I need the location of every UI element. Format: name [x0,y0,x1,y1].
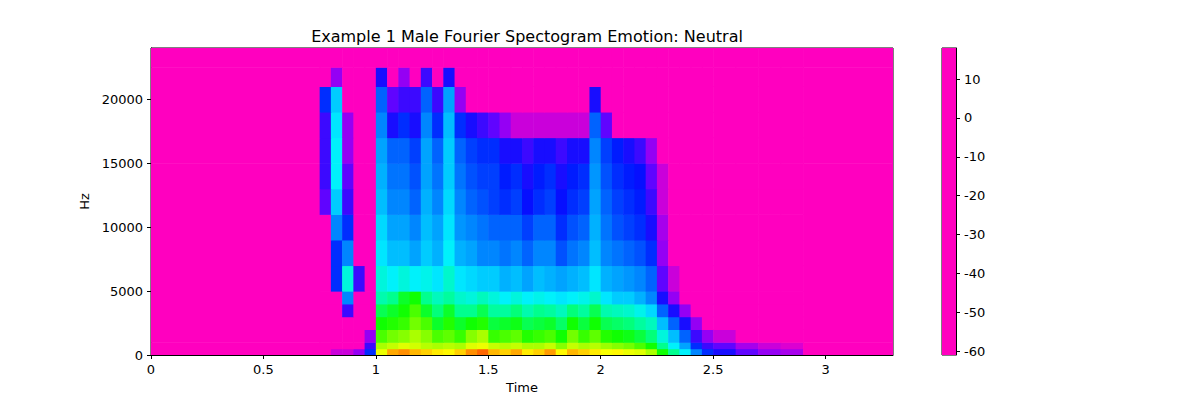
svg-text:10000: 10000 [102,220,143,235]
svg-text:0: 0 [964,110,972,125]
svg-text:-30: -30 [964,227,985,242]
svg-text:Hz: Hz [77,193,92,210]
svg-text:3: 3 [821,362,829,377]
svg-text:-50: -50 [964,305,985,320]
svg-text:15000: 15000 [102,156,143,171]
svg-text:2: 2 [597,362,605,377]
svg-text:0.5: 0.5 [253,362,274,377]
svg-text:1: 1 [372,362,380,377]
svg-text:Time: Time [505,380,538,395]
svg-text:-40: -40 [964,266,985,281]
svg-text:2.5: 2.5 [703,362,724,377]
svg-text:1.5: 1.5 [478,362,499,377]
svg-text:0: 0 [147,362,155,377]
svg-text:-20: -20 [964,188,985,203]
svg-text:5000: 5000 [110,284,143,299]
svg-text:-10: -10 [964,149,985,164]
svg-text:20000: 20000 [102,92,143,107]
svg-text:10: 10 [964,72,981,87]
svg-text:-60: -60 [964,344,985,359]
svg-text:0: 0 [135,348,143,363]
svg-text:Example 1 Male Fourier Spectog: Example 1 Male Fourier Spectogram Emotio… [311,27,743,46]
